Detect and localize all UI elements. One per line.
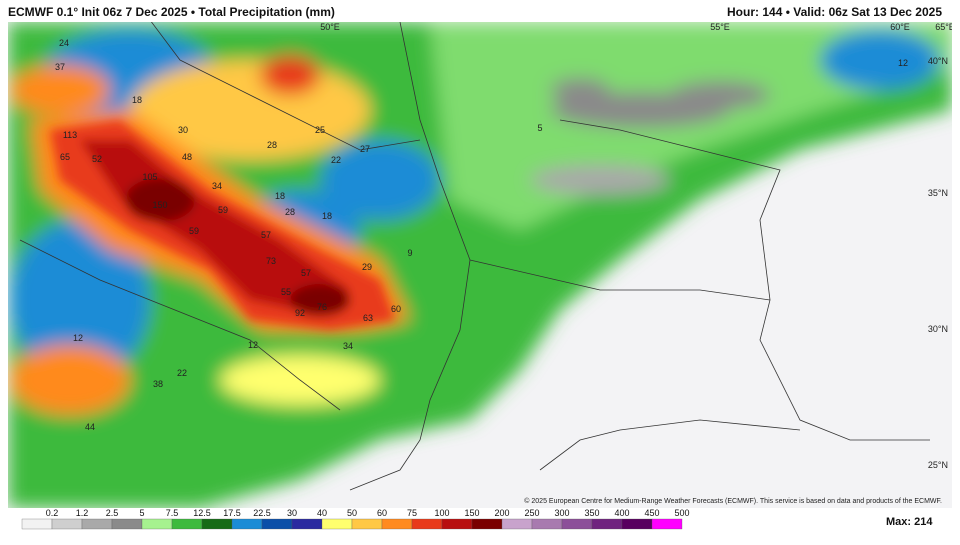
map-value: 105 xyxy=(142,172,157,182)
colorbar-tick-label: 150 xyxy=(464,508,479,518)
colorbar-tick-label: 250 xyxy=(524,508,539,518)
map-value: 25 xyxy=(315,125,325,135)
colorbar-tick-label: 350 xyxy=(584,508,599,518)
colorbar-swatch xyxy=(51,518,83,530)
colorbar-tick-label: 22.5 xyxy=(253,508,271,518)
colorbar-swatch xyxy=(111,518,143,530)
lon-label: 50°E xyxy=(320,22,340,32)
colorbar-tick-label: 200 xyxy=(494,508,509,518)
map-value: 113 xyxy=(63,130,77,140)
colorbar-tick-label: 60 xyxy=(377,508,387,518)
map-value: 73 xyxy=(266,256,276,266)
map-value: 34 xyxy=(212,181,222,191)
lat-label: 40°N xyxy=(928,56,948,66)
map-value: 28 xyxy=(267,140,277,150)
map-value: 12 xyxy=(898,58,908,68)
map-value: 48 xyxy=(182,152,192,162)
colorbar-swatch xyxy=(501,518,533,530)
colorbar-swatch xyxy=(351,518,383,530)
colorbar-tick-label: 450 xyxy=(644,508,659,518)
map-value: 18 xyxy=(132,95,142,105)
header-left: ECMWF 0.1° Init 06z 7 Dec 2025 • Total P… xyxy=(8,5,335,19)
colorbar-swatch xyxy=(411,518,443,530)
colorbar-tick-label: 400 xyxy=(614,508,629,518)
header-right: Hour: 144 • Valid: 06z Sat 13 Dec 2025 xyxy=(727,5,942,19)
map-value: 63 xyxy=(363,313,373,323)
colorbar-swatch xyxy=(441,518,473,530)
colorbar-swatch xyxy=(381,518,413,530)
lon-label: 55°E xyxy=(710,22,730,32)
map-value: 57 xyxy=(301,268,311,278)
colorbar-tick-label: 17.5 xyxy=(223,508,241,518)
map-value: 37 xyxy=(55,62,65,72)
map-value: 30 xyxy=(178,125,188,135)
colorbar-swatch xyxy=(21,518,53,530)
colorbar-tick-label: 2.5 xyxy=(106,508,119,518)
map-value: 44 xyxy=(85,422,95,432)
credit: © 2025 European Centre for Medium-Range … xyxy=(524,497,942,505)
map-value: 22 xyxy=(177,368,187,378)
colorbar-tick-label: 500 xyxy=(674,508,689,518)
map-value: 57 xyxy=(261,230,271,240)
colorbar-tick-label: 7.5 xyxy=(166,508,179,518)
colorbar-tick-label: 40 xyxy=(317,508,327,518)
map-value: 22 xyxy=(331,155,341,165)
colorbar-swatch xyxy=(141,518,173,530)
colorbar-tick-label: 1.2 xyxy=(76,508,89,518)
map-value: 76 xyxy=(317,302,327,312)
colorbar-swatch xyxy=(531,518,563,530)
colorbar-tick-label: 5 xyxy=(139,508,144,518)
colorbar-swatch xyxy=(621,518,653,530)
colorbar-swatch xyxy=(321,518,353,530)
max-value: Max: 214 xyxy=(886,516,933,528)
colorbar-swatch xyxy=(81,518,113,530)
map-value: 12 xyxy=(73,333,83,343)
map-value: 65 xyxy=(60,152,70,162)
map-value: 92 xyxy=(295,308,305,318)
map-value: 12 xyxy=(248,340,258,350)
map-value: 29 xyxy=(362,262,372,272)
lat-label: 30°N xyxy=(928,324,948,334)
colorbar-tick-label: 12.5 xyxy=(193,508,211,518)
map: 50°E 55°E 60°E 65°E 40°N 35°N 30°N 25°N 24 37 113 6… xyxy=(8,22,955,508)
map-value: 24 xyxy=(59,38,69,48)
lon-label: 60°E xyxy=(890,22,910,32)
map-value: 18 xyxy=(275,191,285,201)
colorbar-swatch xyxy=(471,518,503,530)
map-value: 59 xyxy=(189,226,199,236)
colorbar-tick-label: 50 xyxy=(347,508,357,518)
colorbar-tick-label: 100 xyxy=(434,508,449,518)
map-value: 150 xyxy=(152,200,167,210)
map-value: 38 xyxy=(153,379,163,389)
colorbar-swatch xyxy=(291,518,323,530)
lat-label: 25°N xyxy=(928,460,948,470)
map-value: 5 xyxy=(537,123,542,133)
colorbar-tick-label: 300 xyxy=(554,508,569,518)
colorbar-swatch xyxy=(561,518,593,530)
map-value: 28 xyxy=(285,207,295,217)
map-value: 9 xyxy=(407,248,412,258)
colorbar-swatch xyxy=(171,518,203,530)
map-value: 55 xyxy=(281,287,291,297)
colorbar-swatch xyxy=(201,518,233,530)
colorbar-swatch xyxy=(651,518,683,530)
map-value: 18 xyxy=(322,211,332,221)
map-value: 27 xyxy=(360,144,370,154)
map-value: 34 xyxy=(343,341,353,351)
borders xyxy=(19,22,930,491)
lon-label: 65°E xyxy=(935,22,955,32)
colorbar-swatch xyxy=(591,518,623,530)
colorbar-tick-label: 0.2 xyxy=(46,508,59,518)
colorbar-swatch xyxy=(261,518,293,530)
map-value: 60 xyxy=(391,304,401,314)
colorbar-tick-label: 30 xyxy=(287,508,297,518)
map-value: 52 xyxy=(92,154,102,164)
lat-label: 35°N xyxy=(928,188,948,198)
map-value: 59 xyxy=(218,205,228,215)
colorbar-tick-label: 75 xyxy=(407,508,417,518)
colorbar-swatch xyxy=(231,518,263,530)
